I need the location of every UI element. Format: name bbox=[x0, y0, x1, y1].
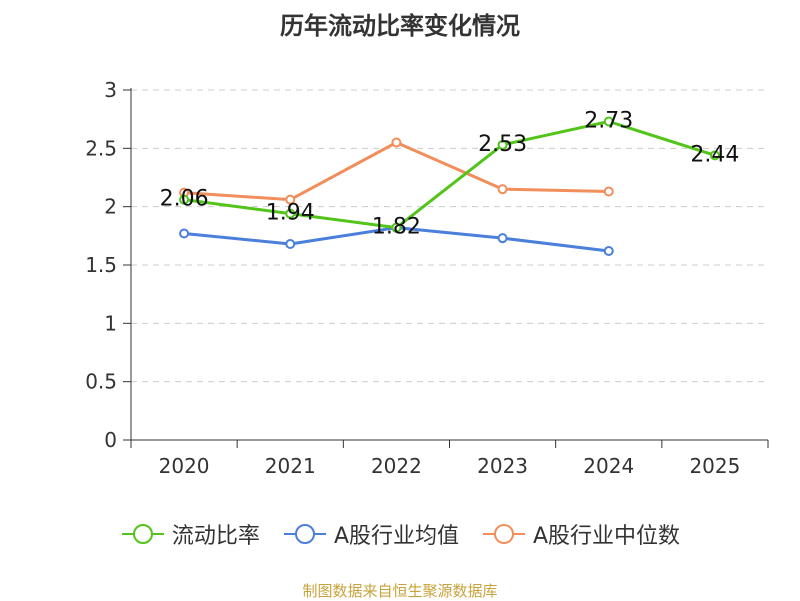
x-tick-label: 2022 bbox=[371, 454, 422, 478]
data-point-series-0[interactable] bbox=[391, 222, 402, 233]
data-point-series-2[interactable] bbox=[497, 184, 508, 195]
data-point-series-0[interactable] bbox=[709, 150, 720, 161]
x-tick-label: 2020 bbox=[159, 454, 210, 478]
legend-label-industry-median: A股行业中位数 bbox=[533, 524, 681, 549]
y-tick-label: 3 bbox=[104, 78, 117, 102]
series-line-2 bbox=[183, 141, 609, 202]
legend-label-current-ratio: 流动比率 bbox=[171, 524, 260, 549]
legend-item-current-ratio[interactable]: 流动比率 bbox=[120, 518, 260, 550]
legend: 流动比率 A股行业均值 A股行业中位数 bbox=[0, 518, 800, 550]
x-tick-label: 2025 bbox=[689, 454, 740, 478]
data-label: 1.94 bbox=[266, 201, 315, 226]
data-point-series-1[interactable] bbox=[497, 233, 508, 244]
data-label: 2.44 bbox=[690, 142, 739, 167]
series-line-0 bbox=[183, 120, 716, 230]
data-point-series-2[interactable] bbox=[603, 186, 614, 197]
y-tick-label: 1 bbox=[104, 311, 117, 335]
data-label: 1.82 bbox=[372, 215, 421, 240]
legend-marker-current-ratio bbox=[121, 524, 164, 544]
legend-item-industry-mean[interactable]: A股行业均值 bbox=[282, 518, 459, 550]
data-point-series-0[interactable] bbox=[603, 116, 614, 127]
data-point-series-0[interactable] bbox=[497, 139, 508, 150]
legend-marker-industry-mean bbox=[283, 524, 326, 544]
data-point-series-2[interactable] bbox=[285, 194, 296, 205]
data-source-note: 制图数据来自恒生聚源数据库 bbox=[302, 582, 498, 600]
y-tick-label: 1.5 bbox=[85, 253, 117, 277]
legend-label-industry-mean: A股行业均值 bbox=[333, 524, 459, 549]
data-point-series-1[interactable] bbox=[603, 246, 614, 256]
data-point-series-1[interactable] bbox=[285, 239, 296, 249]
data-point-series-1[interactable] bbox=[179, 228, 190, 239]
x-tick-label: 2024 bbox=[583, 454, 634, 478]
data-label: 2.53 bbox=[478, 132, 527, 157]
x-tick-label: 2021 bbox=[265, 454, 316, 478]
x-tick-label: 2023 bbox=[477, 454, 528, 478]
legend-marker-industry-median bbox=[483, 524, 525, 544]
y-tick-label: 0 bbox=[104, 428, 117, 452]
y-tick-label: 2.5 bbox=[85, 136, 117, 160]
data-point-series-0[interactable] bbox=[285, 208, 296, 219]
y-tick-label: 2 bbox=[104, 195, 117, 219]
y-tick-label: 0.5 bbox=[85, 370, 117, 394]
data-label: 2.06 bbox=[160, 187, 209, 212]
chart-title: 历年流动比率变化情况 bbox=[280, 12, 520, 40]
legend-item-industry-median[interactable]: A股行业中位数 bbox=[481, 518, 680, 550]
data-point-series-0[interactable] bbox=[179, 194, 190, 205]
data-label: 2.73 bbox=[584, 109, 633, 134]
data-point-series-2[interactable] bbox=[391, 137, 402, 148]
